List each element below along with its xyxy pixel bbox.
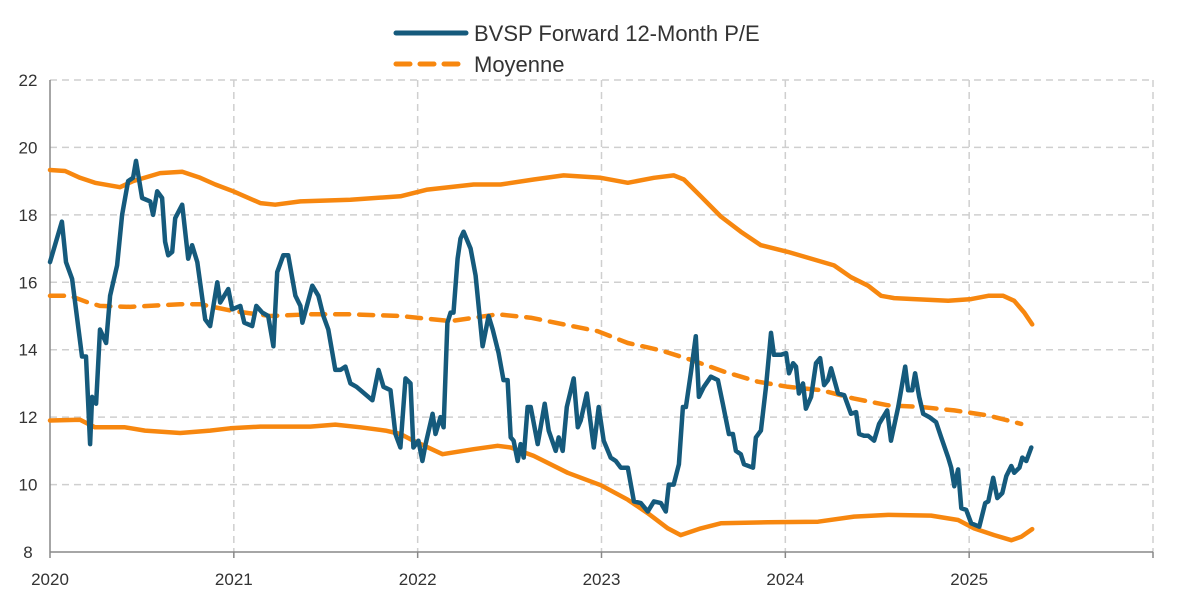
y-tick-label: 10 <box>19 476 38 495</box>
x-tick-label: 2023 <box>583 570 621 589</box>
x-axis-ticks: 2020 2021 2022 2023 2024 2025 <box>31 570 988 589</box>
x-tick-label: 2022 <box>399 570 437 589</box>
y-tick-label: 22 <box>19 71 38 90</box>
x-tick-label: 2020 <box>31 570 69 589</box>
x-tick-label: 2021 <box>215 570 253 589</box>
x-tick-label: 2024 <box>766 570 804 589</box>
axes <box>49 80 1154 558</box>
y-tick-label: 8 <box>23 543 32 562</box>
y-tick-label: 18 <box>19 206 38 225</box>
y-tick-label: 14 <box>19 341 38 360</box>
series-lines <box>47 158 1035 543</box>
series-lower-band-line <box>47 417 1035 543</box>
series-upper-band-line <box>47 167 1035 327</box>
legend: BVSP Forward 12-Month P/E Moyenne <box>393 21 760 77</box>
x-tick-label: 2025 <box>950 570 988 589</box>
gridlines <box>50 79 1154 552</box>
y-tick-label: 16 <box>19 273 38 292</box>
series-mean-line <box>47 293 1024 427</box>
legend-label-mean: Moyenne <box>474 52 565 77</box>
y-tick-label: 20 <box>19 138 38 157</box>
y-tick-label: 12 <box>19 408 38 427</box>
series-pe-line <box>47 158 1034 529</box>
legend-label-pe: BVSP Forward 12-Month P/E <box>474 21 760 46</box>
y-axis-ticks: 8 10 12 14 16 18 20 22 <box>19 71 38 562</box>
